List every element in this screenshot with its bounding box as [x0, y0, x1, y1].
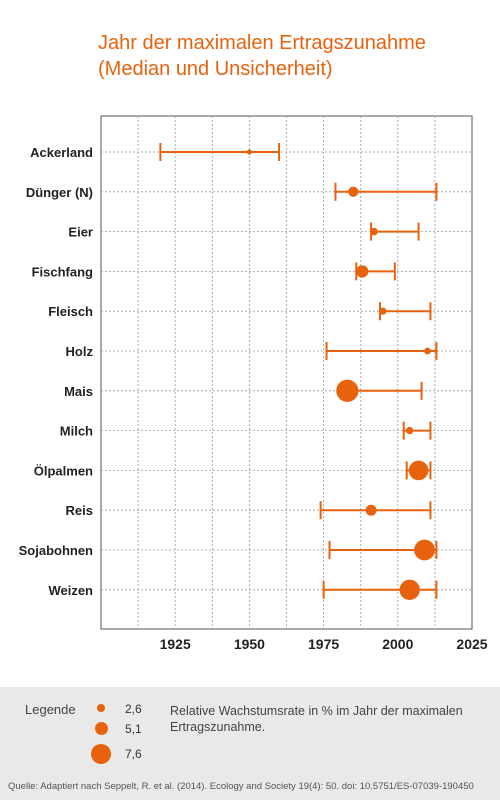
legend-title: Legende [25, 702, 76, 717]
chart-title-line-1: Jahr der maximalen Ertragszunahme [98, 32, 426, 54]
legend-size-medium-label: 5,1 [125, 722, 142, 736]
chart-title: Jahr der maximalen Ertragszunahme (Media… [98, 30, 478, 82]
median-point [414, 539, 435, 561]
legend-size-large-dot [91, 744, 111, 764]
x-tick-label: 1925 [160, 636, 191, 652]
legend-size-medium-dot [95, 722, 108, 735]
x-tick-label: 2000 [382, 636, 413, 652]
category-label: Fischfang [32, 264, 93, 279]
category-label: Ölpalmen [34, 463, 93, 478]
category-label: Sojabohnen [19, 543, 93, 558]
legend-panel: Legende 2,6 5,1 7,6 Relative Wachstumsra… [0, 687, 500, 800]
category-label: Eier [68, 225, 93, 240]
median-point [336, 379, 359, 402]
median-point [348, 186, 359, 197]
median-point [365, 504, 377, 516]
median-point [246, 149, 252, 155]
median-point [408, 460, 429, 481]
forest-plot: 1925 1950 1975 2000 2025 Ackerland Dünger (N) E… [19, 115, 488, 652]
median-point [405, 426, 414, 435]
x-tick-label: 2025 [456, 636, 487, 652]
x-tick-label: 1950 [234, 636, 265, 652]
category-label: Reis [66, 503, 93, 518]
category-label: Holz [66, 344, 94, 359]
category-label: Mais [64, 384, 93, 399]
category-label: Fleisch [48, 304, 93, 319]
chart-title-line-2: (Median und Unsicherheit) [98, 58, 333, 80]
median-point [399, 579, 420, 600]
median-point [355, 265, 369, 278]
legend-size-small-label: 2,6 [125, 702, 142, 716]
category-label: Weizen [48, 583, 93, 598]
x-tick-label: 1975 [308, 636, 339, 652]
category-label: Milch [60, 424, 93, 439]
category-label: Dünger (N) [26, 185, 93, 200]
median-point [424, 347, 431, 355]
legend-description: Relative Wachstumsrate in % im Jahr der … [170, 704, 463, 734]
source-citation: Quelle: Adaptiert nach Seppelt, R. et al… [8, 781, 474, 792]
category-label: Ackerland [30, 145, 93, 160]
legend-size-small-dot [97, 704, 105, 712]
median-point [370, 227, 378, 236]
median-point [379, 307, 387, 315]
legend-size-large-label: 7,6 [125, 747, 142, 761]
